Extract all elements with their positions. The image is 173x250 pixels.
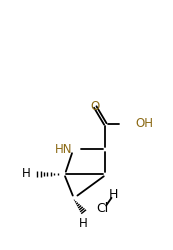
Text: O: O xyxy=(91,100,100,114)
Text: H: H xyxy=(79,217,88,230)
Text: Cl: Cl xyxy=(96,202,108,215)
Text: HN: HN xyxy=(54,143,72,156)
Text: H: H xyxy=(108,188,118,200)
Text: OH: OH xyxy=(136,118,154,130)
Text: H: H xyxy=(22,168,31,180)
